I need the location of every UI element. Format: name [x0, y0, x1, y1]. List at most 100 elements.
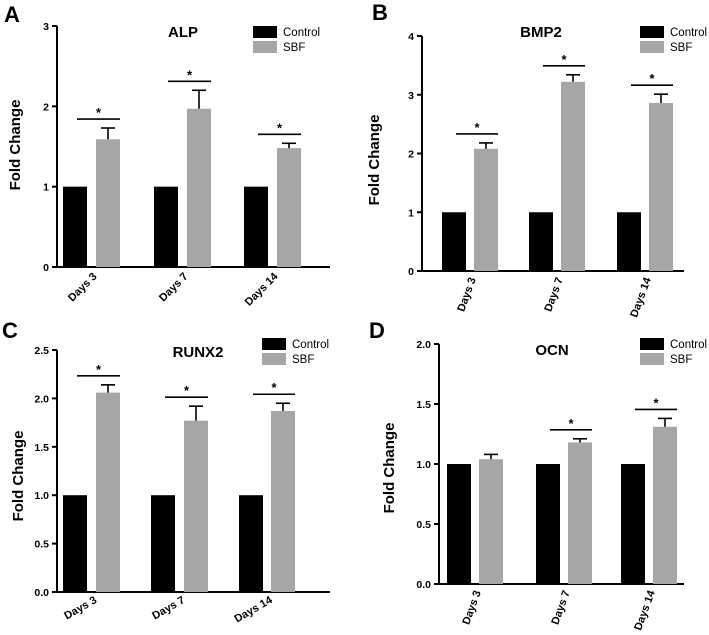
x-category-label: Days 3 [460, 589, 483, 626]
y-tick-label: 2.0 [416, 339, 431, 351]
y-tick-label: 1.5 [34, 442, 49, 454]
y-tick-label: 0 [408, 266, 414, 278]
error-bar [101, 384, 115, 393]
significance-star: * [561, 52, 567, 67]
x-category-label: Days 14 [243, 270, 282, 309]
x-category-label: Days 14 [632, 588, 658, 632]
bar-sbf-days-14 [649, 102, 673, 271]
bar-control-days-7 [536, 464, 560, 584]
bar-control-days-7 [154, 186, 178, 267]
x-category-label: Days 14 [628, 275, 654, 319]
x-category-label: Days 3 [62, 594, 99, 622]
y-tick-label: 1 [408, 207, 414, 219]
y-axis-label: Fold Change [10, 431, 27, 522]
y-axis-label: Fold Change [7, 100, 24, 191]
bar-sbf-days-14 [277, 148, 301, 267]
error-bar [192, 89, 206, 109]
legend-swatch-sbf [640, 353, 664, 365]
bar-control-days-14 [244, 186, 268, 267]
error-bar [573, 438, 587, 443]
bar-sbf-days-3 [96, 392, 120, 592]
bar-control-days-7 [151, 495, 175, 592]
chart-svg: D OCN Fold Change 0.0 0.5 1.0 1.5 2.0 Days 3 * Day… [369, 318, 707, 632]
y-tick-label: 2.0 [34, 393, 49, 405]
bar-sbf-days-3 [479, 459, 503, 584]
bar-control-days-3 [63, 495, 87, 592]
legend-label-control: Control [292, 339, 329, 351]
panel-c-runx2-chart: C RUNX2 Fold Change 0.0 0.5 1.0 1.5 2.0 2.5 * Days… [0, 318, 354, 635]
error-bar [282, 142, 296, 149]
x-category-label: Days 3 [66, 271, 100, 305]
y-tick-label: 3 [408, 90, 414, 102]
y-tick-label: 1.5 [416, 399, 431, 411]
bar-sbf-days-3 [96, 139, 120, 267]
y-tick-label: 0.5 [416, 519, 431, 531]
y-tick-label: 4 [408, 31, 414, 43]
panel-letter: B [372, 0, 388, 25]
chart-svg: A ALP Fold Change 0 1 2 3 * Days 3 * Days 7 * Days 1… [4, 2, 330, 309]
x-category-label: Days 7 [157, 271, 191, 305]
significance-star: * [653, 395, 659, 410]
error-bar [479, 142, 493, 149]
bar-sbf-days-7 [184, 420, 208, 592]
panel-letter: D [369, 318, 385, 343]
error-bar [189, 405, 203, 421]
significance-star: * [96, 362, 102, 377]
bar-sbf-days-7 [568, 442, 592, 584]
significance-star: * [474, 120, 480, 135]
panel-letter: C [2, 318, 18, 343]
legend-label-control: Control [283, 27, 320, 39]
error-bar [654, 93, 668, 103]
significance-star: * [271, 380, 277, 395]
bar-sbf-days-7 [561, 81, 585, 271]
significance-star: * [568, 416, 574, 431]
legend-swatch-control [253, 26, 277, 38]
legend-swatch-control [640, 338, 664, 350]
legend: Control SBF [253, 26, 320, 54]
y-tick-label: 0 [43, 262, 49, 274]
significance-star: * [184, 383, 190, 398]
legend-label-control: Control [670, 27, 707, 39]
chart-title: OCN [535, 342, 568, 359]
error-bar [101, 127, 115, 140]
chart-title: ALP [168, 24, 198, 41]
bar-sbf-days-14 [271, 410, 295, 592]
chart-svg: C RUNX2 Fold Change 0.0 0.5 1.0 1.5 2.0 2.5 * Days… [2, 318, 330, 626]
bar-control-days-3 [63, 186, 87, 267]
panel-d-ocn-chart: D OCN Fold Change 0.0 0.5 1.0 1.5 2.0 Days 3 * Day… [354, 318, 709, 635]
legend: Control SBF [262, 338, 329, 366]
chart-svg: B BMP2 Fold Change 0 1 2 3 4 * Days 3 * Days 7 * Days… [366, 0, 707, 319]
y-tick-label: 2.5 [34, 345, 49, 357]
legend-swatch-sbf [253, 41, 277, 53]
y-tick-label: 1.0 [416, 459, 431, 471]
legend-label-sbf: SBF [670, 42, 692, 54]
error-bar [276, 402, 290, 411]
significance-star: * [649, 71, 655, 86]
chart-title: BMP2 [520, 24, 562, 41]
x-category-label: Days 7 [150, 594, 187, 622]
bar-sbf-days-7 [187, 108, 211, 267]
bar-sbf-days-14 [653, 426, 677, 584]
legend-swatch-control [640, 26, 664, 38]
y-tick-label: 0.0 [416, 579, 431, 591]
legend-label-sbf: SBF [292, 354, 314, 366]
y-tick-label: 1.0 [34, 490, 49, 502]
bar-control-days-7 [529, 212, 553, 271]
y-tick-label: 0.0 [34, 587, 49, 599]
significance-star: * [187, 67, 193, 82]
x-category-label: Days 7 [549, 589, 572, 626]
panel-letter: A [4, 2, 20, 27]
panel-a-alp-chart: A ALP Fold Change 0 1 2 3 * Days 3 * Days 7 * Days 1… [0, 0, 354, 318]
legend-swatch-sbf [640, 41, 664, 53]
x-category-label: Days 14 [232, 594, 275, 626]
bar-sbf-days-3 [474, 148, 498, 271]
y-tick-label: 2 [408, 149, 414, 161]
error-bar [484, 453, 498, 460]
bar-control-days-14 [239, 495, 263, 592]
legend-swatch-sbf [262, 353, 286, 365]
error-bar [566, 73, 580, 82]
x-category-label: Days 7 [542, 276, 565, 313]
legend-label-control: Control [670, 339, 707, 351]
significance-star: * [277, 120, 283, 135]
significance-star: * [96, 105, 102, 120]
